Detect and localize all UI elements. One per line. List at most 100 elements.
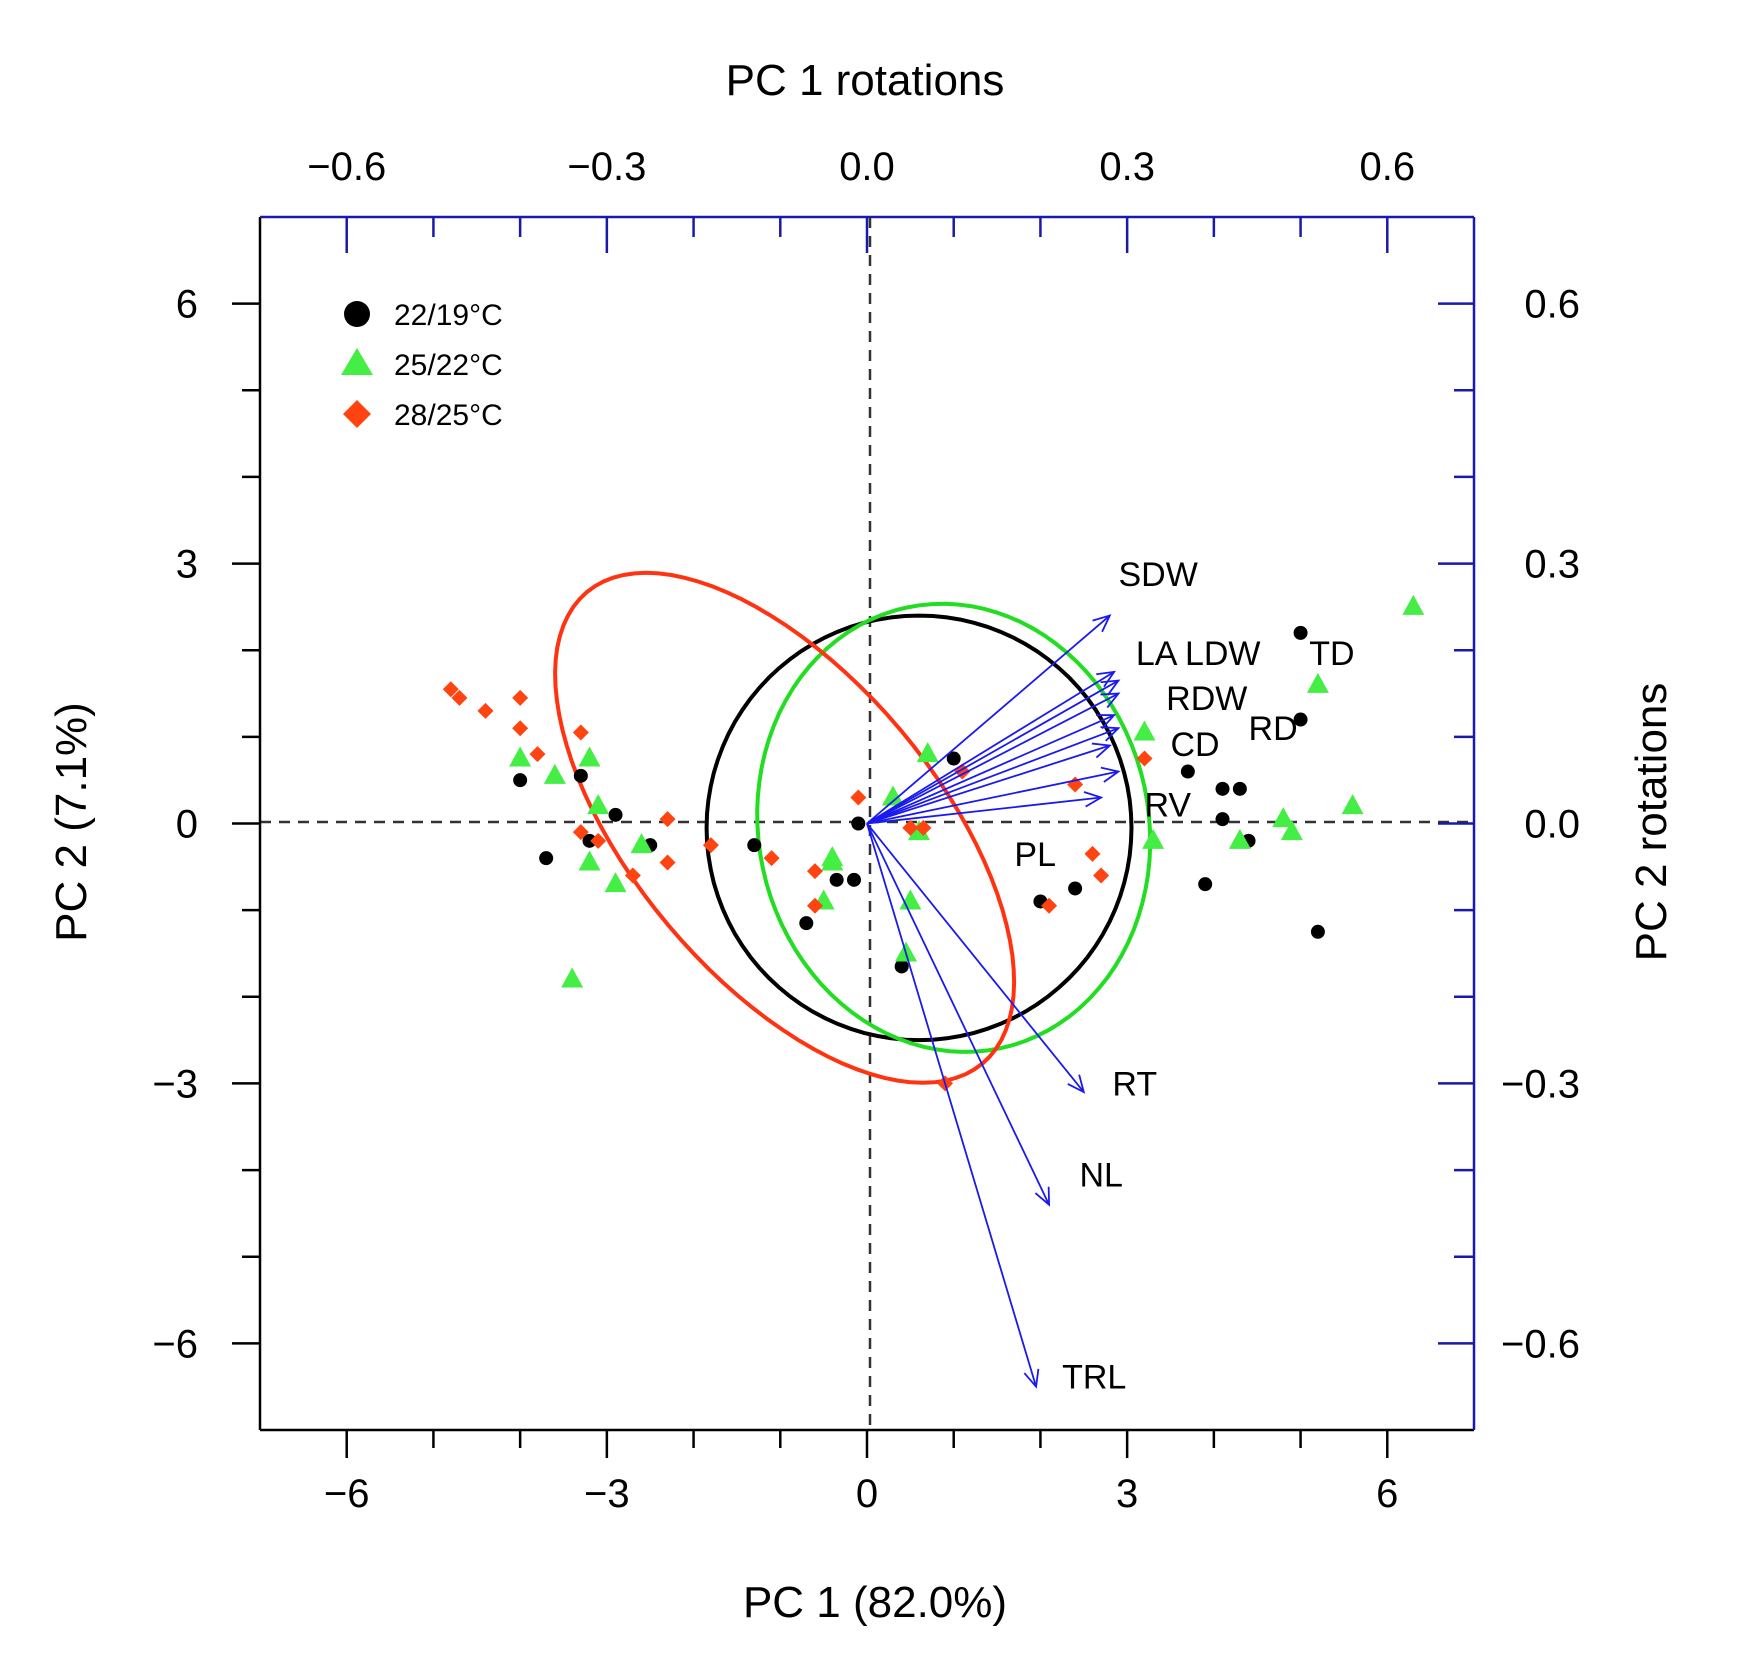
point-circle-0-14 [1068,881,1083,896]
point-triangle-1-7 [561,967,584,988]
point-circle-0-1 [539,851,554,866]
point-triangle-1-17 [1142,828,1165,849]
loading-arrow-rdw [866,714,1117,825]
legend-marker-circle [344,301,370,327]
legend-label-22-19: 22/19°C [394,299,503,332]
legend-label-25-22: 25/22°C [394,349,503,382]
loading-arrow-nl [866,823,1051,1207]
loading-arrow-pl [866,791,1104,825]
arrow-shaft [866,822,1085,1093]
point-diamond-2-15 [806,897,823,914]
loading-arrow-rv [866,766,1121,825]
point-circle-0-4 [608,807,623,822]
point-diamond-2-12 [702,837,719,854]
point-circle-0-8 [829,872,844,887]
arrow-head [1091,742,1112,759]
loading-arrow-rt [866,822,1086,1094]
x-axis-title: PC 1 (82.0%) [743,1578,1007,1627]
loading-arrow-trl [866,823,1040,1389]
legend-marker-triangle [341,348,373,375]
point-diamond-2-2 [477,702,494,719]
point-diamond-2-17 [902,819,919,836]
point-triangle-1-18 [1306,672,1329,693]
legend: 22/19°C 25/22°C 28/25°C [341,299,503,432]
point-circle-0-0 [513,773,528,788]
loading-arrows [866,614,1121,1389]
arrow-head [1100,766,1121,783]
y-tick-label: 0 [176,803,198,847]
point-circle-0-9 [846,872,861,887]
point-circle-0-11 [894,959,909,974]
point-diamond-2-0 [442,681,459,698]
arrow-shaft [866,823,1050,1206]
y2-tick-label: 0.3 [1524,543,1580,587]
point-triangle-1-4 [578,850,601,871]
x2-tick-label: 0.3 [1099,145,1155,189]
x-tick-label: −6 [324,1472,370,1516]
x-tick-label: 6 [1376,1472,1398,1516]
x2-tick-label: 0.6 [1359,145,1415,189]
point-circle-0-15 [1180,764,1195,779]
point-circle-0-10 [851,816,866,831]
x2-tick-label: −0.3 [567,145,646,189]
x2-tick-label: −0.6 [307,145,386,189]
point-circle-0-22 [1293,712,1308,727]
y-axis-left: −6 −3 0 3 6 [152,283,260,1366]
loading-label-rv: RV [1144,786,1191,824]
point-triangle-1-23 [1402,594,1425,615]
loading-arrow-td [866,692,1121,825]
point-diamond-2-18 [915,819,932,836]
point-diamond-2-14 [806,863,823,880]
legend-item-28-25: 28/25°C [343,399,503,432]
loading-label-la-ldw: LA LDW [1136,635,1261,673]
point-triangle-1-22 [1341,794,1364,815]
arrow-head [1083,791,1104,808]
y-axis-right: −0.6 −0.3 0.0 0.3 0.6 [1438,283,1580,1366]
arrow-shaft [866,614,1111,825]
y-tick-label: 3 [176,543,198,587]
point-circle-0-7 [799,916,814,931]
x-tick-label: 3 [1116,1472,1138,1516]
arrow-head [1100,692,1121,709]
ellipse-1 [755,601,1153,1054]
point-diamond-2-10 [659,811,676,828]
arrow-head [1067,1074,1086,1094]
confidence-ellipses [553,570,1153,1085]
loading-label-rd: RD [1249,710,1298,748]
arrow-head [1100,726,1121,742]
point-diamond-2-1 [451,689,468,706]
y2-tick-label: 0.0 [1524,803,1580,847]
x-tick-label: 0 [856,1472,878,1516]
arrow-head [1034,1186,1051,1207]
point-circle-0-17 [1215,781,1230,796]
loading-label-cd: CD [1171,726,1220,764]
arrow-head [1092,614,1112,633]
loading-arrow-rd [866,726,1121,825]
score-points [442,594,1425,1092]
ellipse-2 [553,570,1017,1085]
ellipse-0 [704,613,1134,1043]
point-diamond-2-11 [659,854,676,871]
loading-label-rt: RT [1112,1065,1157,1103]
x-tick-label: −3 [584,1472,630,1516]
y-axis-title: PC 2 (7.1%) [47,702,96,942]
loading-label-td: TD [1309,635,1354,673]
point-triangle-1-6 [630,833,653,854]
loading-label-trl: TRL [1062,1358,1126,1396]
point-triangle-1-2 [578,746,601,767]
point-diamond-2-21 [1041,897,1058,914]
loading-label-rdw: RDW [1166,680,1247,718]
point-diamond-2-16 [850,789,867,806]
point-diamond-2-3 [512,689,529,706]
arrow-shaft [866,796,1102,825]
point-diamond-2-7 [572,824,589,841]
point-circle-0-6 [747,838,762,853]
y-tick-label: −6 [152,1322,198,1366]
y-tick-label: −3 [152,1062,198,1106]
arrow-shaft [866,692,1119,825]
point-diamond-2-13 [763,850,780,867]
point-triangle-1-11 [882,785,905,806]
point-triangle-1-0 [509,746,532,767]
point-triangle-1-16 [1133,720,1156,741]
